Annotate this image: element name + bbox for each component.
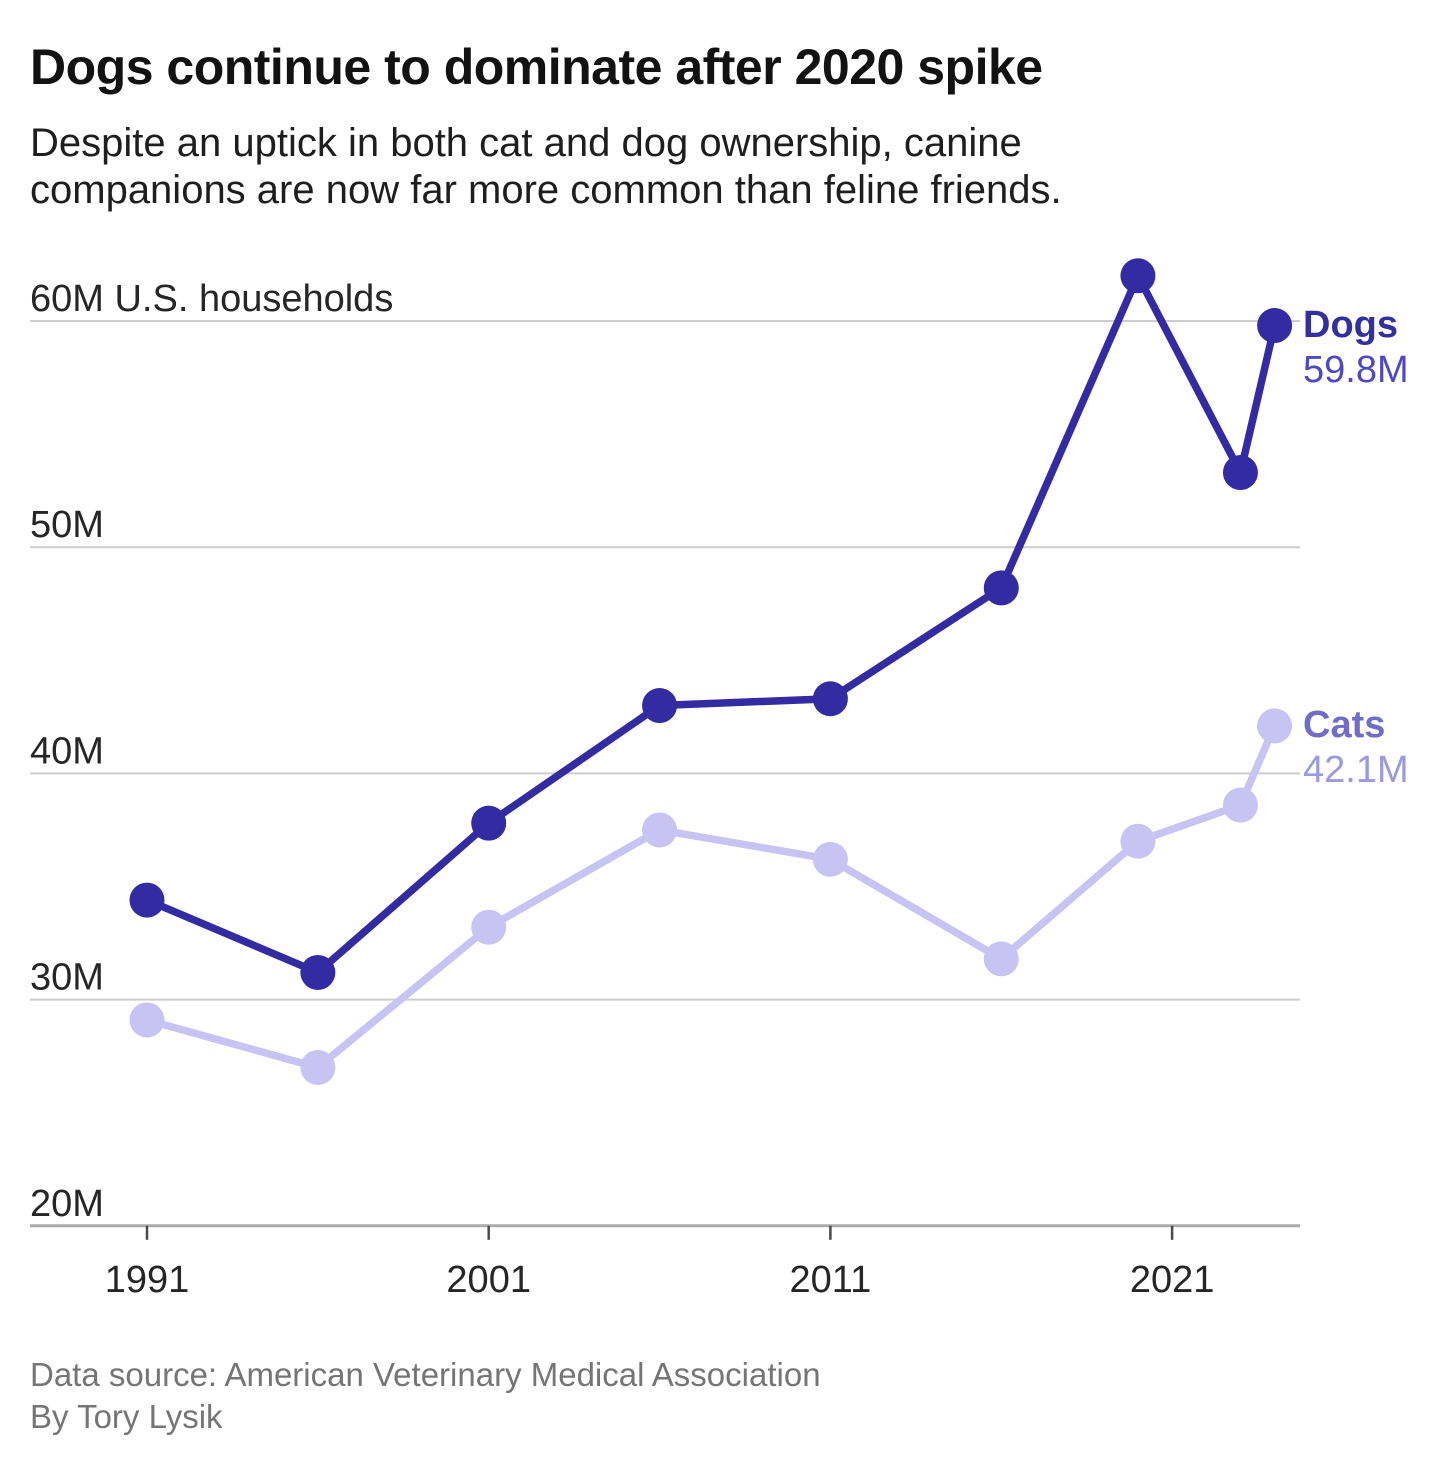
series-name-cats: Cats bbox=[1303, 704, 1386, 746]
series-label-dogs: Dogs 59.8M bbox=[1303, 303, 1409, 393]
x-axis-label-1991: 1991 bbox=[105, 1259, 190, 1301]
chart-footer: Data source: American Veterinary Medical… bbox=[30, 1354, 821, 1438]
dogs-point-2024 bbox=[1257, 308, 1293, 344]
series-end-value-cats: 42.1M bbox=[1303, 749, 1409, 791]
dogs-point-2011 bbox=[812, 681, 848, 717]
cats-point-1991 bbox=[129, 1002, 165, 1038]
cats-point-1996 bbox=[300, 1049, 336, 1085]
y-axis-label-50M: 50M bbox=[30, 504, 104, 546]
chart-subtitle-line-2: companions are now far more common than … bbox=[30, 168, 1062, 212]
series-end-value-dogs: 59.8M bbox=[1303, 349, 1409, 391]
y-axis-label-30M: 30M bbox=[30, 957, 104, 999]
dogs-point-2023 bbox=[1222, 455, 1258, 491]
cats-point-2020 bbox=[1120, 823, 1156, 859]
byline: By Tory Lysik bbox=[30, 1398, 223, 1435]
cats-line bbox=[143, 722, 1279, 1072]
dogs-point-2001 bbox=[471, 805, 507, 841]
chart-title: Dogs continue to dominate after 2020 spi… bbox=[30, 39, 1043, 95]
cats-point-2001 bbox=[471, 909, 507, 945]
dogs-point-2020 bbox=[1120, 258, 1156, 294]
dogs-point-1996 bbox=[300, 954, 336, 990]
y-axis-label-60M: 60M U.S. households bbox=[30, 278, 393, 320]
x-axis-label-2011: 2011 bbox=[790, 1259, 872, 1301]
dogs-point-1991 bbox=[129, 882, 165, 918]
dogs-point-2016 bbox=[983, 570, 1019, 606]
chart-subtitle: Despite an uptick in both cat and dog ow… bbox=[30, 120, 1062, 214]
data-source: Data source: American Veterinary Medical… bbox=[30, 1356, 821, 1393]
y-axis-label-40M: 40M bbox=[30, 730, 104, 772]
chart-subtitle-line-1: Despite an uptick in both cat and dog ow… bbox=[30, 121, 1022, 165]
cats-point-2016 bbox=[983, 941, 1019, 977]
cats-point-2024 bbox=[1257, 708, 1293, 744]
y-axis-label-20M: 20M bbox=[30, 1183, 104, 1225]
x-axis-label-2001: 2001 bbox=[446, 1259, 531, 1301]
series-label-cats: Cats 42.1M bbox=[1303, 703, 1409, 793]
cats-point-2023 bbox=[1222, 787, 1258, 823]
x-axis-label-2021: 2021 bbox=[1130, 1259, 1215, 1301]
cats-point-2006 bbox=[642, 812, 678, 848]
cats-point-2011 bbox=[812, 841, 848, 877]
dogs-point-2006 bbox=[642, 688, 678, 724]
series-name-dogs: Dogs bbox=[1303, 304, 1398, 346]
